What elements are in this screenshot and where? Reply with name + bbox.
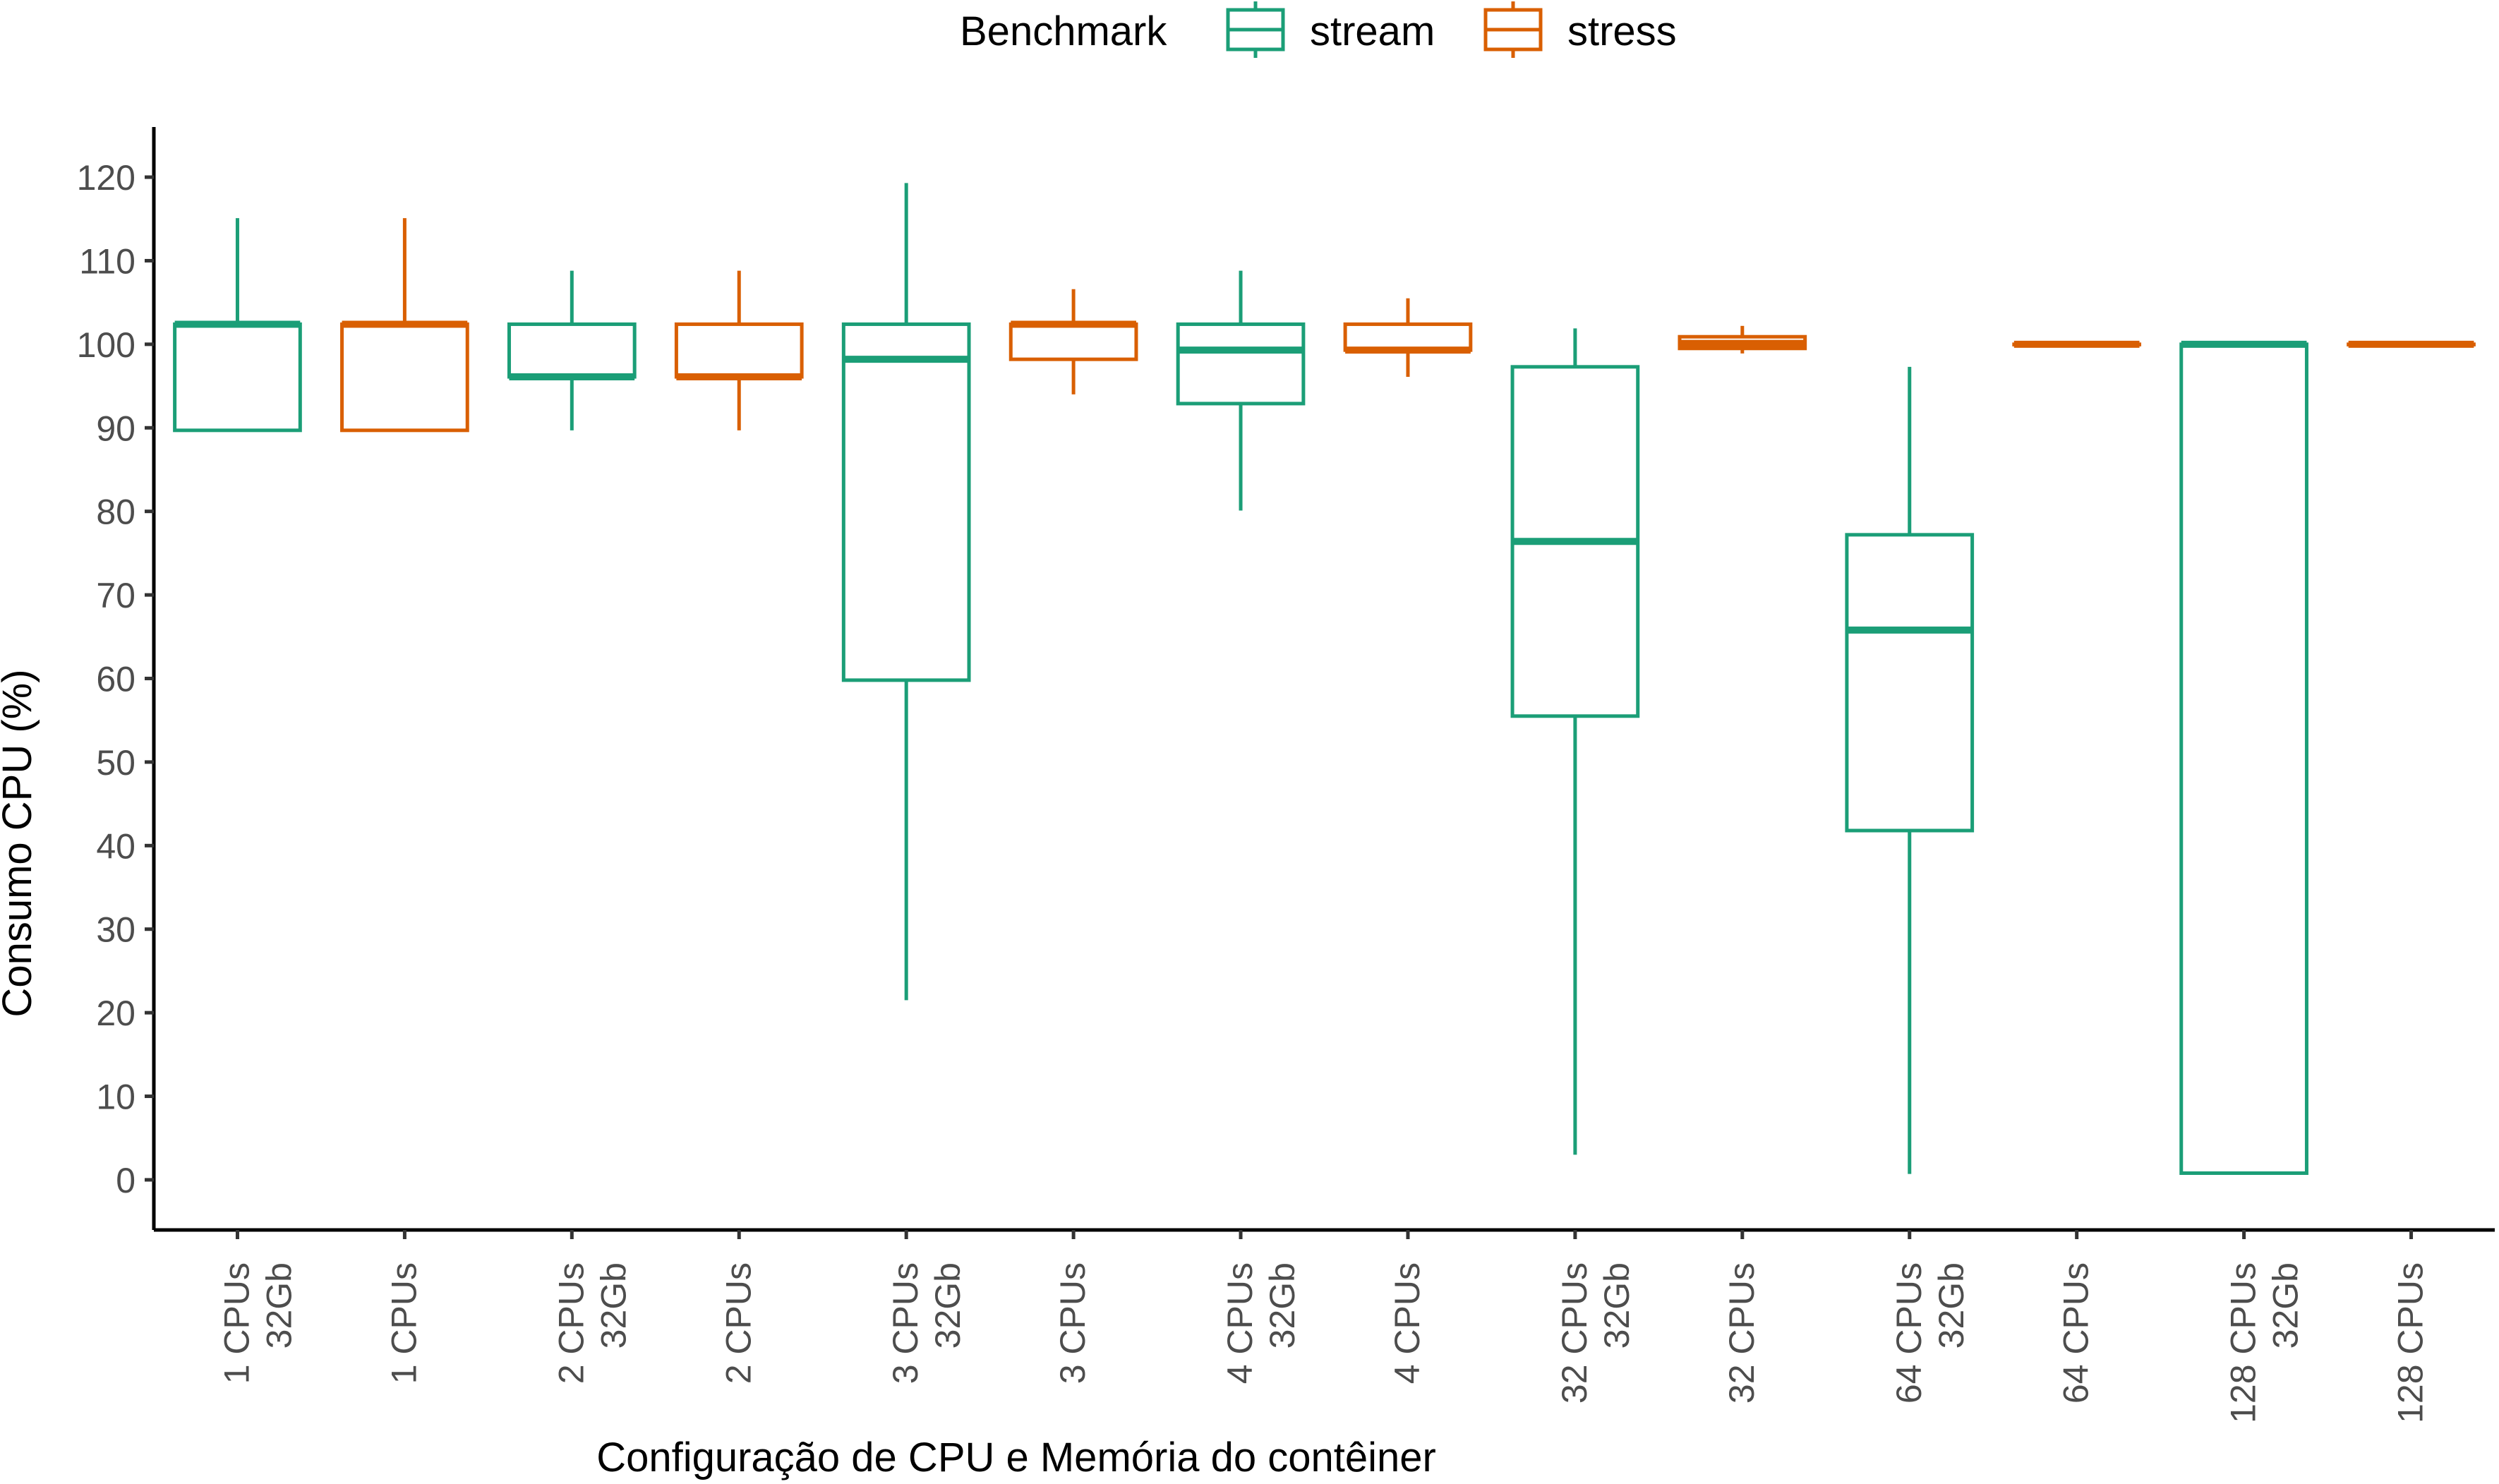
x-tick-label-line: 1 CPUs — [384, 1262, 423, 1384]
x-tick-label-line: 32 CPUs — [1555, 1262, 1594, 1404]
box-8 — [1510, 328, 1640, 1155]
x-tick-label: 2 CPUs32Gb — [551, 1262, 633, 1384]
legend-title: Benchmark — [960, 8, 1167, 54]
y-tick-label: 70 — [96, 576, 136, 615]
y-tick-label: 80 — [96, 493, 136, 532]
x-tick-label: 1 CPUs32Gb — [217, 1262, 299, 1384]
y-axis-title: Consumo CPU (%) — [0, 669, 40, 1017]
box-iqr — [674, 322, 804, 379]
x-tick-label-line: 2 CPUs — [551, 1262, 591, 1384]
box-iqr — [1343, 322, 1473, 352]
box-iqr — [1176, 322, 1306, 406]
x-tick-label-line: 128 CPUs — [2391, 1262, 2431, 1423]
y-tick-label: 10 — [96, 1078, 136, 1117]
box-iqr — [2179, 342, 2308, 1175]
x-tick-label: 3 CPUs — [1053, 1262, 1092, 1384]
x-tick-label-line: 32Gb — [2266, 1262, 2306, 1349]
y-tick-label: 40 — [96, 826, 136, 866]
x-tick-label-line: 64 CPUs — [2057, 1262, 2096, 1404]
box-7 — [1343, 298, 1473, 378]
x-tick-label: 32 CPUs — [1722, 1262, 1762, 1404]
x-tick-label-line: 32Gb — [1597, 1262, 1637, 1349]
box-3 — [674, 270, 804, 430]
legend-entries: stream stress — [1226, 1, 1677, 58]
y-tick-label: 20 — [96, 994, 136, 1033]
x-tick-label-line: 4 CPUs — [1387, 1262, 1427, 1384]
x-tick-label-line: 64 CPUs — [1889, 1262, 1929, 1404]
x-tick-label-line: 128 CPUs — [2224, 1262, 2263, 1423]
box-6 — [1176, 270, 1306, 511]
box-2 — [507, 270, 637, 430]
y-tick-label: 60 — [96, 660, 136, 699]
box-5 — [1008, 289, 1138, 394]
box-4 — [841, 183, 971, 1001]
x-tick-label: 3 CPUs32Gb — [886, 1262, 968, 1384]
box-iqr — [1008, 322, 1138, 361]
x-tick-label-line: 3 CPUs — [886, 1262, 925, 1384]
boxes — [173, 183, 2476, 1175]
box-iqr — [340, 322, 469, 433]
x-tick-label: 4 CPUs32Gb — [1220, 1262, 1302, 1384]
x-tick-label-line: 32Gb — [928, 1262, 968, 1349]
box-0 — [173, 218, 302, 433]
x-axis: 1 CPUs32Gb 1 CPUs 2 CPUs32Gb 2 CPUs 3 CPUs32… — [154, 1228, 2495, 1423]
x-tick-label: 64 CPUs32Gb — [1889, 1262, 1971, 1404]
box-iqr — [507, 322, 637, 379]
y-tick-label: 90 — [96, 409, 136, 448]
legend-entry-stress: stress — [1483, 1, 1677, 58]
box-iqr — [1845, 533, 1975, 833]
box-9 — [1678, 325, 1807, 354]
legend-label-stress: stress — [1567, 8, 1677, 54]
box-1 — [340, 218, 469, 433]
box-iqr — [841, 322, 971, 682]
y-tick-label: 30 — [96, 910, 136, 950]
legend-entry-stream: stream — [1226, 1, 1435, 58]
y-tick-label: 120 — [77, 158, 136, 198]
y-axis: 0 10 20 30 40 50 60 70 80 90 100 110 120 — [77, 127, 156, 1230]
x-axis-title: Configuração de CPU e Memória do contêin… — [596, 1435, 1436, 1480]
x-tick-label-line: 2 CPUs — [718, 1262, 758, 1384]
legend-label-stream: stream — [1310, 8, 1435, 54]
x-tick-label-line: 1 CPUs — [217, 1262, 256, 1384]
x-tick-label: 128 CPUs32Gb — [2224, 1262, 2306, 1423]
x-tick-label: 4 CPUs — [1387, 1262, 1427, 1384]
x-tick-label-line: 4 CPUs — [1220, 1262, 1260, 1384]
legend: Benchmark stream stress — [960, 1, 1677, 58]
box-10 — [1845, 366, 1975, 1174]
y-tick-label: 110 — [79, 241, 136, 281]
box-11 — [2012, 340, 2142, 348]
x-tick-label: 2 CPUs — [718, 1262, 758, 1384]
x-tick-label-line: 3 CPUs — [1053, 1262, 1092, 1384]
x-tick-label: 1 CPUs — [384, 1262, 423, 1384]
x-tick-label: 32 CPUs32Gb — [1555, 1262, 1637, 1404]
x-tick-label-line: 32Gb — [1263, 1262, 1302, 1349]
x-tick-label: 128 CPUs — [2391, 1262, 2431, 1423]
y-tick-label: 50 — [96, 743, 136, 783]
y-tick-label: 100 — [77, 325, 136, 365]
x-tick-label-line: 32 CPUs — [1722, 1262, 1762, 1404]
box-12 — [2179, 340, 2308, 1175]
x-tick-label-line: 32Gb — [259, 1262, 299, 1349]
box-13 — [2347, 340, 2476, 348]
box-iqr — [173, 322, 302, 433]
y-tick-label: 0 — [116, 1161, 136, 1200]
x-tick-label-line: 32Gb — [1932, 1262, 1971, 1349]
x-tick-label-line: 32Gb — [594, 1262, 633, 1349]
x-tick-label: 64 CPUs — [2057, 1262, 2096, 1404]
